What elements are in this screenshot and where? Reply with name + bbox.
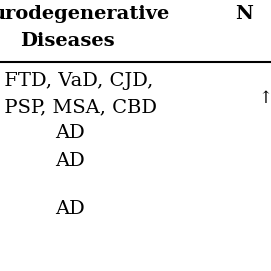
Text: , FTD, VaD, CJD,: , FTD, VaD, CJD, [0, 72, 153, 90]
Text: urodegenerative: urodegenerative [0, 5, 170, 23]
Text: AD: AD [55, 200, 85, 218]
Text: ↑: ↑ [258, 90, 271, 107]
Text: AD: AD [55, 124, 85, 142]
Text: Diseases: Diseases [20, 32, 115, 50]
Text: , PSP, MSA, CBD: , PSP, MSA, CBD [0, 98, 157, 116]
Text: AD: AD [55, 152, 85, 170]
Text: N: N [235, 5, 253, 23]
